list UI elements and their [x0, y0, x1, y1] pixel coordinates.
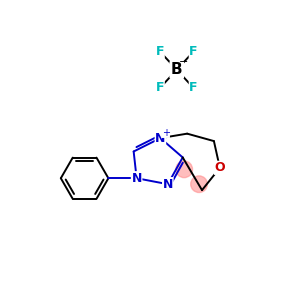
Text: O: O — [214, 161, 225, 174]
Text: F: F — [189, 45, 198, 58]
Text: N: N — [131, 172, 142, 185]
Circle shape — [176, 161, 193, 178]
Text: F: F — [156, 45, 164, 58]
Text: +: + — [162, 128, 170, 138]
Text: B: B — [171, 62, 183, 77]
Text: N: N — [155, 132, 166, 145]
Text: N: N — [163, 178, 173, 191]
Circle shape — [191, 176, 207, 193]
Text: F: F — [189, 81, 198, 94]
Text: F: F — [156, 81, 164, 94]
Text: −: − — [178, 57, 188, 67]
